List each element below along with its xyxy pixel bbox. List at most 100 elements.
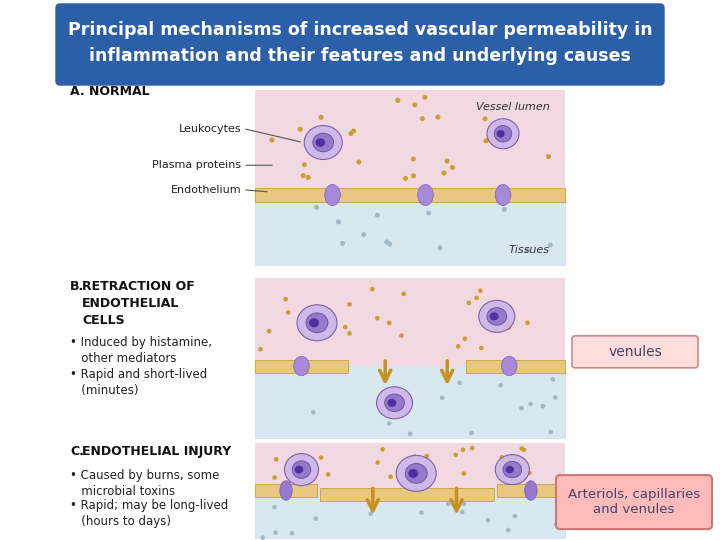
FancyBboxPatch shape bbox=[572, 336, 698, 368]
Bar bbox=[497, 484, 565, 497]
Circle shape bbox=[554, 522, 559, 526]
Circle shape bbox=[549, 430, 553, 434]
Ellipse shape bbox=[418, 185, 433, 206]
Ellipse shape bbox=[309, 318, 319, 327]
Ellipse shape bbox=[396, 455, 436, 491]
Text: C.: C. bbox=[70, 445, 84, 458]
Circle shape bbox=[500, 455, 504, 460]
Circle shape bbox=[436, 114, 441, 119]
Text: • Rapid and short-lived
   (minutes): • Rapid and short-lived (minutes) bbox=[70, 368, 207, 397]
Bar bbox=[255, 443, 565, 490]
Circle shape bbox=[525, 321, 530, 325]
Circle shape bbox=[519, 406, 523, 410]
Ellipse shape bbox=[315, 138, 325, 147]
Circle shape bbox=[423, 95, 428, 100]
Ellipse shape bbox=[325, 185, 341, 206]
Circle shape bbox=[462, 471, 466, 476]
Circle shape bbox=[482, 116, 487, 122]
Bar bbox=[320, 488, 494, 501]
Text: A. NORMAL: A. NORMAL bbox=[70, 85, 150, 98]
Circle shape bbox=[525, 248, 530, 253]
Circle shape bbox=[336, 219, 341, 225]
Circle shape bbox=[409, 458, 413, 463]
Circle shape bbox=[438, 245, 443, 250]
Circle shape bbox=[419, 510, 424, 515]
Circle shape bbox=[306, 175, 311, 180]
Ellipse shape bbox=[384, 394, 405, 411]
Circle shape bbox=[261, 535, 265, 540]
Ellipse shape bbox=[487, 308, 507, 325]
Circle shape bbox=[258, 347, 263, 352]
Ellipse shape bbox=[494, 125, 512, 142]
Text: ENDOTHELIAL INJURY: ENDOTHELIAL INJURY bbox=[82, 445, 231, 458]
Circle shape bbox=[411, 157, 415, 161]
Circle shape bbox=[457, 381, 462, 385]
Ellipse shape bbox=[297, 305, 337, 341]
Circle shape bbox=[387, 242, 392, 247]
Circle shape bbox=[502, 207, 507, 212]
Bar bbox=[255, 366, 565, 438]
Circle shape bbox=[461, 448, 465, 452]
Circle shape bbox=[384, 240, 390, 245]
Ellipse shape bbox=[280, 481, 292, 500]
Circle shape bbox=[320, 323, 325, 328]
Text: Tissues: Tissues bbox=[509, 245, 550, 255]
Circle shape bbox=[462, 336, 467, 341]
Circle shape bbox=[528, 402, 533, 407]
Text: inflammation and their features and underlying causes: inflammation and their features and unde… bbox=[89, 47, 631, 65]
Circle shape bbox=[314, 205, 319, 210]
Ellipse shape bbox=[505, 466, 514, 474]
Circle shape bbox=[469, 431, 474, 435]
Text: B.: B. bbox=[70, 280, 84, 293]
Circle shape bbox=[413, 103, 418, 107]
Bar bbox=[255, 188, 565, 202]
Circle shape bbox=[302, 467, 307, 471]
Circle shape bbox=[444, 159, 449, 164]
Circle shape bbox=[467, 301, 471, 305]
Circle shape bbox=[319, 455, 323, 460]
Ellipse shape bbox=[304, 125, 342, 159]
Ellipse shape bbox=[487, 119, 519, 148]
Circle shape bbox=[551, 377, 555, 382]
Circle shape bbox=[399, 333, 404, 338]
Ellipse shape bbox=[377, 387, 413, 419]
Circle shape bbox=[286, 310, 291, 315]
Circle shape bbox=[446, 502, 451, 506]
Ellipse shape bbox=[387, 399, 396, 407]
Circle shape bbox=[474, 295, 479, 300]
Circle shape bbox=[546, 154, 551, 159]
Circle shape bbox=[340, 241, 345, 246]
Circle shape bbox=[456, 344, 461, 349]
Text: • Caused by burns, some
   microbial toxins: • Caused by burns, some microbial toxins bbox=[70, 469, 220, 498]
Ellipse shape bbox=[495, 455, 529, 484]
Circle shape bbox=[479, 346, 484, 350]
Circle shape bbox=[302, 162, 307, 167]
Circle shape bbox=[498, 383, 503, 388]
Circle shape bbox=[273, 530, 278, 535]
Circle shape bbox=[388, 475, 393, 479]
Bar bbox=[255, 490, 565, 538]
Circle shape bbox=[462, 502, 467, 506]
Circle shape bbox=[347, 302, 352, 307]
Circle shape bbox=[289, 531, 294, 536]
Text: Vessel lumen: Vessel lumen bbox=[476, 102, 550, 112]
Ellipse shape bbox=[497, 130, 505, 138]
Circle shape bbox=[527, 470, 531, 475]
Bar bbox=[255, 90, 565, 195]
Ellipse shape bbox=[490, 313, 498, 320]
Circle shape bbox=[413, 454, 417, 459]
Circle shape bbox=[375, 460, 380, 465]
Ellipse shape bbox=[312, 133, 333, 152]
Circle shape bbox=[499, 470, 504, 474]
Ellipse shape bbox=[294, 356, 310, 376]
Circle shape bbox=[348, 131, 354, 136]
Circle shape bbox=[272, 475, 277, 480]
Circle shape bbox=[420, 116, 425, 121]
Ellipse shape bbox=[292, 461, 311, 478]
Text: Arteriols, capillaries
and venules: Arteriols, capillaries and venules bbox=[568, 488, 700, 516]
Circle shape bbox=[510, 136, 515, 141]
Circle shape bbox=[301, 173, 306, 178]
Ellipse shape bbox=[294, 465, 303, 474]
Bar bbox=[255, 278, 565, 366]
Circle shape bbox=[411, 173, 416, 178]
